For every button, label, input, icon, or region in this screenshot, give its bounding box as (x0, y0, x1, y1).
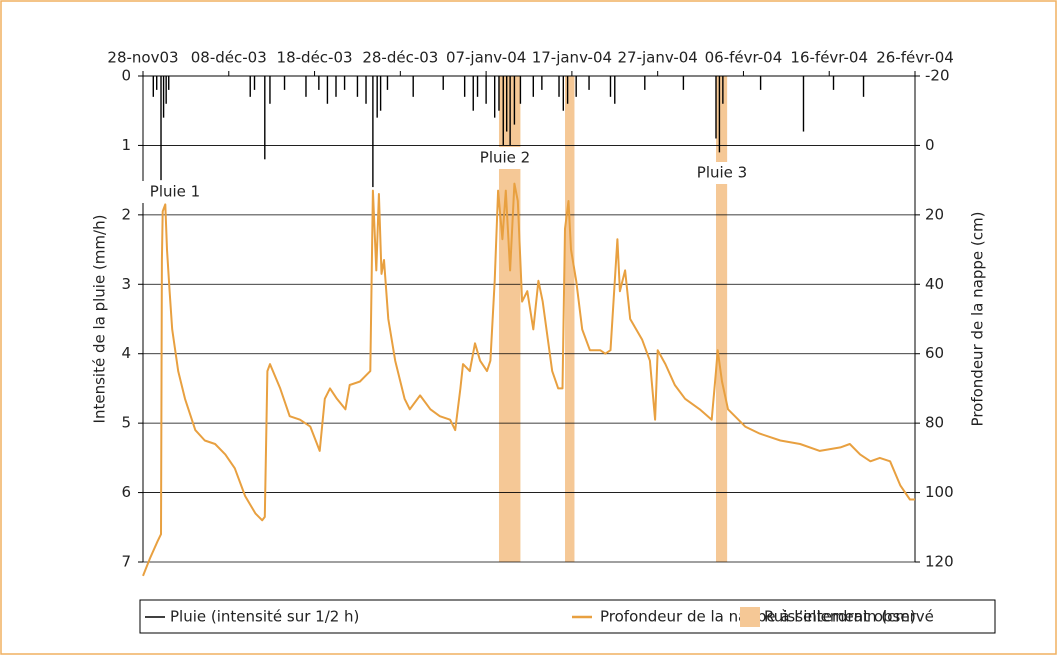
annotation: Pluie 1 (150, 183, 200, 201)
annotation-bg (142, 181, 208, 203)
annotation-bg (472, 147, 538, 169)
x-tick-label: 08-déc-03 (191, 49, 267, 67)
y2-tick-label: 40 (925, 275, 944, 293)
x-tick-label: 07-janv-04 (446, 49, 526, 67)
y-tick-label: 5 (121, 414, 131, 432)
y2-tick-label: 80 (925, 414, 944, 432)
runoff-band (565, 76, 575, 562)
y2-tick-label: 0 (925, 136, 935, 154)
legend-label: Ruissellement observé (764, 608, 934, 626)
annotation: Pluie 3 (697, 164, 747, 182)
x-tick-label: 06-févr-04 (705, 49, 783, 67)
y2-axis-title: Profondeur de la nappe (cm) (969, 212, 987, 427)
y2-tick-label: -20 (925, 67, 950, 85)
x-tick-label: 17-janv-04 (532, 49, 612, 67)
x-tick-label: 18-déc-03 (277, 49, 353, 67)
y2-tick-label: 120 (925, 553, 954, 571)
y-tick-label: 1 (121, 136, 131, 154)
y-tick-label: 2 (121, 205, 131, 223)
y-tick-label: 4 (121, 344, 131, 362)
legend-box (139, 599, 996, 634)
x-tick-label: 26-févr-04 (876, 49, 954, 67)
x-tick-label: 28-déc-03 (362, 49, 438, 67)
annotation-bg (689, 162, 755, 184)
x-tick-label: 28-nov03 (107, 49, 178, 67)
y-axis-title: Intensité de la pluie (mm/h) (91, 215, 109, 424)
x-tick-label: 16-févr-04 (790, 49, 868, 67)
y-tick-label: 7 (121, 553, 131, 571)
legend-label: Pluie (intensité sur 1/2 h) (170, 608, 359, 626)
annotation: Pluie 2 (480, 149, 530, 167)
legend-swatch (740, 607, 760, 627)
y-tick-label: 6 (121, 483, 131, 501)
y2-tick-label: 100 (925, 483, 954, 501)
runoff-band (715, 76, 728, 562)
y-tick-label: 0 (121, 67, 131, 85)
y2-tick-label: 60 (925, 344, 944, 362)
y-tick-label: 3 (121, 275, 131, 293)
y2-tick-label: 20 (925, 205, 944, 223)
depth-line (142, 182, 915, 577)
x-tick-label: 27-janv-04 (617, 49, 697, 67)
